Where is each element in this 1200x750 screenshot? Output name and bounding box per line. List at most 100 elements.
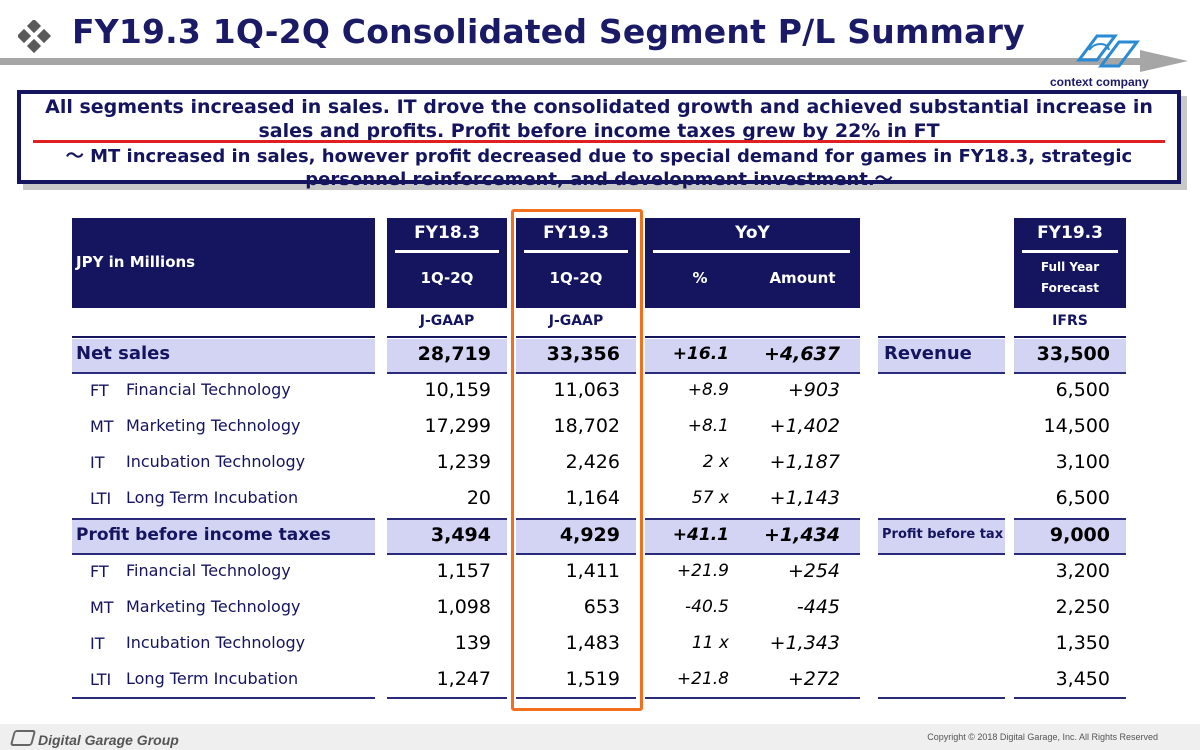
table-bottom-rule: [387, 697, 507, 699]
profit-row-bg: [645, 520, 860, 553]
fy18-value: 1,098: [436, 596, 491, 618]
yoy-pct: 57 x: [691, 488, 729, 508]
yoy-pct: +8.9: [687, 380, 729, 400]
segment-abbr: FT: [90, 562, 109, 581]
fy18-value: 20: [466, 487, 491, 509]
row-rule: [645, 372, 860, 374]
yoy-pct-header: %: [692, 269, 708, 287]
fy18-period: 1Q-2Q: [420, 269, 474, 287]
forecast-header-cell: FY19.3 Full Year Forecast: [1014, 218, 1126, 308]
header-rule: [524, 250, 628, 253]
segment-name: Financial Technology: [126, 380, 291, 399]
segment-name: Marketing Technology: [126, 416, 301, 435]
net-sales-row-bg: [72, 339, 375, 372]
profit-row-bg: [1014, 520, 1126, 553]
yoy-amount: +1,187: [769, 451, 840, 473]
yoy-pct: 2 x: [702, 452, 729, 472]
yoy-header: YoY: [735, 223, 770, 243]
segment-abbr: IT: [90, 453, 105, 472]
fy19-header: FY19.3: [543, 223, 609, 243]
title-arrow-icon: [1140, 50, 1188, 72]
row-rule: [645, 553, 860, 555]
fy19-value: 1,483: [565, 632, 620, 654]
summary-message-line1: All segments increased in sales. IT drov…: [45, 96, 1153, 142]
row-rule: [878, 518, 1005, 520]
segment-name: Incubation Technology: [126, 633, 306, 652]
yoy-pct: +16.1: [672, 344, 729, 364]
table-bottom-rule: [72, 697, 375, 699]
yoy-amount: +272: [787, 668, 840, 690]
fy19-value: 4,929: [559, 524, 620, 546]
yoy-amount-header: Amount: [769, 269, 836, 287]
yoy-amount: +1,402: [769, 415, 840, 437]
fy18-value: 1,239: [436, 451, 491, 473]
fy19-period: 1Q-2Q: [549, 269, 603, 287]
forecast-header: FY19.3: [1037, 223, 1103, 243]
forecast-sub1: Full Year: [1040, 260, 1100, 274]
yoy-pct: +21.9: [676, 561, 729, 581]
copyright-text: Copyright © 2018 Digital Garage, Inc. Al…: [927, 732, 1158, 742]
forecast-value: 14,500: [1043, 415, 1110, 437]
digital-garage-logo-icon: [9, 730, 37, 746]
row-rule: [1014, 553, 1126, 555]
fy19-value: 33,356: [546, 343, 620, 365]
header-rule: [1022, 250, 1118, 253]
row-rule: [878, 553, 1005, 555]
row-rule: [516, 372, 636, 374]
yoy-amount: +4,637: [763, 343, 840, 365]
yoy-pct: +21.8: [676, 669, 729, 689]
fy19-column-highlight: [511, 209, 643, 711]
fy18-header-cell: FY18.3 1Q-2Q: [387, 218, 507, 308]
diamond-bullet-icon: [18, 20, 52, 54]
segment-name: Incubation Technology: [126, 452, 306, 471]
forecast-value: 3,450: [1055, 668, 1110, 690]
fy19-header-cell: FY19.3 1Q-2Q: [516, 218, 636, 308]
title-underline: [0, 58, 1160, 65]
header-bottom-rule: [878, 336, 1005, 338]
row-rule: [1014, 518, 1126, 520]
fy18-value: 17,299: [424, 415, 491, 437]
fy19-value: 11,063: [553, 379, 620, 401]
table-bottom-rule: [516, 697, 636, 699]
row-rule: [516, 518, 636, 520]
forecast-standard: IFRS: [1052, 313, 1088, 329]
fy18-value: 1,247: [436, 668, 491, 690]
unit-header-cell: JPY in Millions: [72, 218, 375, 308]
forecast-sub2: Forecast: [1040, 281, 1100, 295]
forecast-value: 6,500: [1055, 487, 1110, 509]
summary-message-line2: ～ MT increased in sales, however profit …: [65, 146, 1133, 190]
header-bottom-rule: [72, 336, 375, 338]
ifrs-label: Revenue: [884, 343, 972, 364]
fy19-value: 1,519: [565, 668, 620, 690]
yoy-amount: +903: [787, 379, 840, 401]
fy18-value: 139: [454, 632, 491, 654]
header-bottom-rule: [516, 336, 636, 338]
summary-message-box: All segments increased in sales. IT drov…: [17, 90, 1181, 190]
segment-name: Marketing Technology: [126, 597, 301, 616]
row-rule: [878, 372, 1005, 374]
ifrs-label: Profit before tax: [882, 527, 1004, 542]
forecast-value: 33,500: [1036, 343, 1110, 365]
fy18-value: 28,719: [417, 343, 491, 365]
yoy-amount: +1,343: [769, 632, 840, 654]
fy19-value: 2,426: [565, 451, 620, 473]
segment-abbr: LTI: [90, 670, 112, 689]
segment-name: Financial Technology: [126, 561, 291, 580]
row-rule: [72, 518, 375, 520]
yoy-amount: +1,434: [763, 524, 840, 546]
row-rule: [387, 372, 507, 374]
row-label: Net sales: [76, 343, 171, 364]
yoy-pct: +8.1: [687, 416, 729, 436]
fy18-standard: J-GAAP: [419, 313, 475, 329]
yoy-header-cell: YoY % Amount: [645, 218, 860, 308]
yoy-pct: -40.5: [685, 597, 729, 617]
footer-bar: [0, 724, 1200, 750]
logo-text: context company: [1050, 75, 1149, 89]
unit-label: JPY in Millions: [76, 253, 196, 271]
row-rule: [387, 518, 507, 520]
fy19-standard: J-GAAP: [548, 313, 604, 329]
net-sales-row-bg: [387, 339, 507, 372]
red-divider: [33, 140, 1165, 143]
row-rule: [645, 518, 860, 520]
header-bottom-rule: [387, 336, 507, 338]
